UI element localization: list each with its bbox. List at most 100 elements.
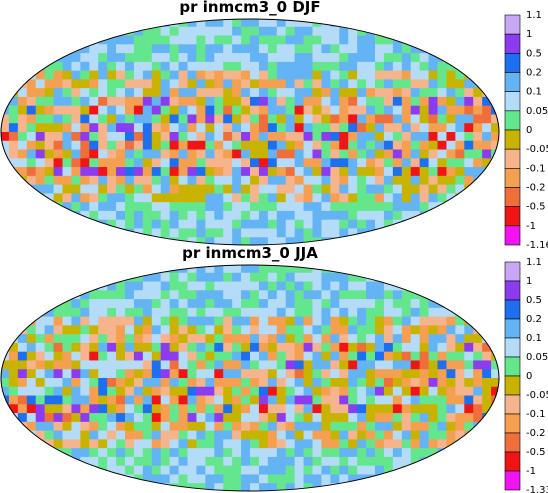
map-cell [17, 465, 28, 475]
map-cell [214, 202, 224, 212]
map-cell [375, 237, 385, 245]
map-cell [1, 430, 10, 440]
map-cell [473, 386, 483, 397]
map-cell [410, 342, 421, 353]
map-cell [276, 272, 287, 283]
map-cell [107, 386, 117, 397]
map-cell [339, 430, 349, 440]
map-cell [125, 290, 135, 300]
map-cell [80, 413, 90, 423]
map-cell [491, 88, 499, 98]
map-cell [8, 351, 19, 361]
map-cell [44, 290, 55, 300]
map-cell [71, 430, 81, 440]
map-cell [446, 132, 456, 142]
map-cell [258, 193, 269, 203]
map-cell [196, 79, 206, 89]
map-cell [312, 456, 322, 467]
map-cell [35, 132, 46, 142]
map-cell [357, 210, 367, 221]
map-cell [142, 158, 153, 168]
map-cell [8, 123, 19, 133]
map-cell [491, 448, 499, 458]
map-cell [8, 265, 19, 274]
map-cell [196, 404, 206, 414]
map-cell [419, 79, 430, 89]
map-cell [241, 114, 251, 124]
map-cell [62, 456, 72, 467]
map-cell [410, 307, 421, 318]
map-cell [473, 307, 483, 318]
map-cell [357, 114, 367, 124]
map-cell [267, 483, 278, 491]
map-cell [357, 299, 367, 309]
map-cell [348, 360, 358, 370]
map-cell [142, 465, 153, 475]
map-cell [116, 290, 126, 300]
map-cell [303, 342, 313, 353]
map-cell [44, 369, 55, 379]
map-cell [107, 299, 117, 309]
map-cell [348, 272, 358, 283]
map-cell [133, 167, 144, 177]
map-cell [491, 219, 499, 229]
map-cell [366, 265, 376, 274]
map-cell [107, 351, 117, 361]
map-cell [366, 448, 376, 458]
map-cell [241, 132, 251, 142]
map-cell [410, 219, 421, 229]
map-cell [98, 210, 108, 221]
map-cell [383, 193, 394, 203]
map-cell [241, 88, 251, 98]
map-cell [339, 210, 349, 221]
map-cell [17, 210, 28, 221]
map-cell [375, 299, 385, 309]
map-cell [455, 483, 465, 491]
map-cell [116, 202, 126, 212]
map-cell [196, 272, 206, 283]
map-cell [339, 404, 349, 414]
map-cell [169, 290, 180, 300]
map-cell [133, 290, 144, 300]
map-cell [401, 26, 412, 37]
map-cell [160, 456, 171, 467]
map-cell [366, 342, 376, 353]
map-cell [401, 44, 412, 54]
map-cell [464, 281, 474, 291]
map-cell [294, 439, 305, 449]
map-cell [17, 290, 28, 300]
map-cell [169, 316, 180, 326]
map-cell [178, 193, 188, 203]
map-cell [464, 26, 474, 37]
map-cell [125, 132, 135, 142]
map-cell [107, 79, 117, 89]
map-cell [383, 448, 394, 458]
map-cell [98, 307, 108, 318]
map-cell [35, 448, 46, 458]
map-cell [321, 281, 331, 291]
map-cell [464, 35, 474, 45]
map-cell [232, 272, 242, 283]
map-cell [160, 193, 171, 203]
map-cell [294, 53, 305, 63]
map-cell [232, 369, 242, 379]
map-cell [446, 316, 456, 326]
map-cell [348, 88, 358, 98]
map-cell [312, 219, 322, 229]
map-cell [169, 395, 180, 405]
map-cell [312, 281, 322, 291]
map-cell [401, 334, 412, 344]
map-cell [214, 237, 224, 245]
map-cell [44, 123, 55, 133]
map-cell [267, 19, 278, 28]
map-cell [178, 26, 188, 37]
map-cell [250, 140, 260, 151]
map-cell [446, 202, 456, 212]
map-cell [348, 456, 358, 467]
map-cell [107, 456, 117, 467]
map-cell [464, 96, 474, 107]
map-cell [160, 378, 171, 388]
map-cell [446, 210, 456, 221]
map-cell [71, 79, 81, 89]
map-cell [71, 114, 81, 124]
